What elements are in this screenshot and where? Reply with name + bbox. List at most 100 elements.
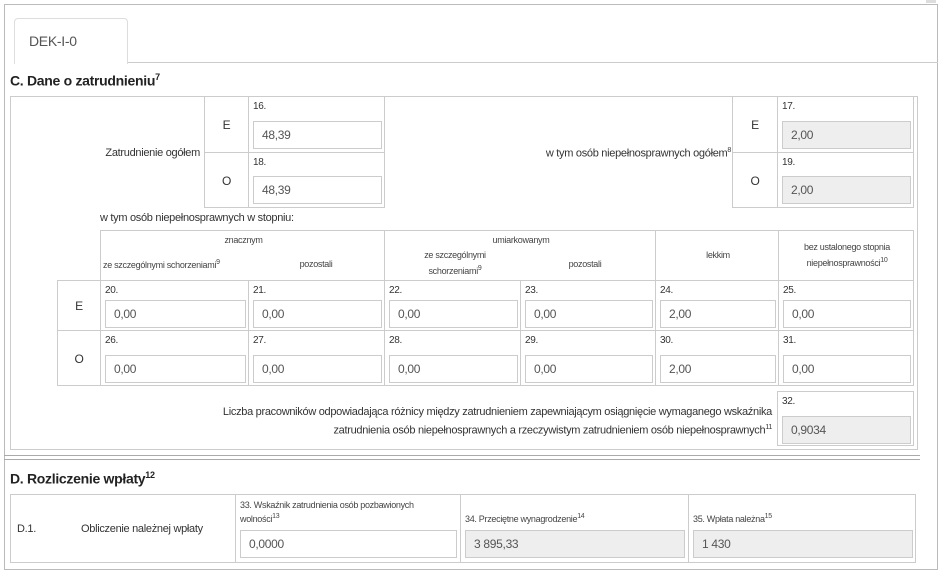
degree-field-input[interactable]: 2,00 bbox=[660, 355, 776, 383]
d1-label-cell: D.1. Obliczenie należnej wpłaty bbox=[10, 494, 236, 563]
degree-field-cell: 23. 0,00 bbox=[520, 280, 656, 331]
field-18-cell: 18. 48,39 bbox=[248, 152, 385, 208]
header-none: bez ustalonego stopnia niepełnosprawności… bbox=[778, 230, 914, 281]
row-label: Obliczenie należnej wpłaty bbox=[81, 523, 203, 535]
degree-field-input[interactable]: 0,00 bbox=[105, 300, 246, 328]
header-umiarkowanym: umiarkowanym ze szczególnymi schorzeniami… bbox=[384, 230, 656, 281]
disabled-total-text: w tym osób niepełnosprawnych ogółem bbox=[545, 147, 728, 160]
degree-field-cell: 31. 0,00 bbox=[778, 330, 914, 386]
field-34-input: 3 895,33 bbox=[465, 530, 685, 558]
field-number: 22. bbox=[389, 285, 403, 296]
degree-field-input[interactable]: 0,00 bbox=[389, 355, 518, 383]
label-line: Liczba pracowników odpowiadająca różnicy… bbox=[222, 406, 772, 418]
degree-field-cell: 29. 0,00 bbox=[520, 330, 656, 386]
footnote-ref: 7 bbox=[155, 72, 160, 82]
degree-field-cell: 28. 0,00 bbox=[384, 330, 521, 386]
section-c-box bbox=[10, 96, 918, 450]
header-text: umiarkowanym bbox=[492, 235, 550, 245]
field-32-input: 0,9034 bbox=[782, 416, 911, 444]
degree-field-input[interactable]: 0,00 bbox=[783, 300, 911, 328]
degree-field-input[interactable]: 0,00 bbox=[389, 300, 518, 328]
degree-field-cell: 26. 0,00 bbox=[100, 330, 249, 386]
field-35-cell: 35. Wpłata należna15 1 430 bbox=[688, 494, 916, 563]
disabled-total-label: w tym osób niepełnosprawnych ogółem8 bbox=[430, 147, 731, 160]
field-18-input[interactable]: 48,39 bbox=[253, 176, 382, 204]
field-number: 31. bbox=[783, 335, 797, 346]
degree-field-input[interactable]: 2,00 bbox=[660, 300, 776, 328]
field-number: 29. bbox=[525, 335, 539, 346]
degree-field-input[interactable]: 0,00 bbox=[525, 355, 653, 383]
field-number: 19. bbox=[782, 157, 796, 168]
field-label: 33. Wskaźnik zatrudnienia osób pozbawion… bbox=[240, 500, 414, 524]
section-d-title: D. Rozliczenie wpłaty12 bbox=[10, 470, 155, 487]
field-number: 32. bbox=[782, 396, 796, 407]
degree-label: w tym osób niepełnosprawnych w stopniu: bbox=[100, 212, 294, 224]
degree-field-input[interactable]: 0,00 bbox=[783, 355, 911, 383]
field-35-input: 1 430 bbox=[693, 530, 913, 558]
header-text: pozostali bbox=[299, 259, 333, 269]
field-number: 17. bbox=[782, 101, 796, 112]
degree-field-input[interactable]: 0,00 bbox=[253, 355, 382, 383]
header-text: lekkim bbox=[706, 250, 730, 260]
footnote-ref: 15 bbox=[764, 513, 772, 520]
total-employment-label: Zatrudnienie ogółem bbox=[105, 147, 200, 159]
field-number: 30. bbox=[660, 335, 674, 346]
degree-field-input[interactable]: 0,00 bbox=[253, 300, 382, 328]
field-number: 20. bbox=[105, 285, 119, 296]
header-lekkim: lekkim bbox=[655, 230, 779, 281]
footnote-ref: 9 bbox=[216, 259, 220, 266]
degree-field-cell: 22. 0,00 bbox=[384, 280, 521, 331]
row-e-label: E bbox=[204, 96, 249, 153]
degree-field-cell: 21. 0,00 bbox=[248, 280, 385, 331]
label-line: zatrudnienia osób niepełnosprawnych a rz… bbox=[333, 424, 766, 437]
field-17-input: 2,00 bbox=[782, 121, 911, 149]
degree-field-input[interactable]: 0,00 bbox=[105, 355, 246, 383]
section-separator bbox=[4, 455, 920, 460]
field-33-cell: 33. Wskaźnik zatrudnienia osób pozbawion… bbox=[235, 494, 461, 563]
footnote-ref: 8 bbox=[727, 147, 731, 154]
field-16-input[interactable]: 48,39 bbox=[253, 121, 382, 149]
row-code: D.1. bbox=[17, 523, 36, 535]
tab-dek-i-0[interactable]: DEK-I-0 bbox=[14, 18, 128, 64]
field-19-input: 2,00 bbox=[782, 176, 911, 204]
header-text: bez ustalonego stopnia bbox=[804, 242, 890, 252]
header-text: schorzeniami bbox=[428, 266, 478, 276]
section-c-title-text: C. Dane o zatrudnieniu bbox=[10, 72, 156, 89]
field-number: 25. bbox=[783, 285, 797, 296]
tab-bar-line bbox=[14, 62, 938, 63]
footnote-ref: 10 bbox=[880, 257, 888, 264]
degree-field-cell: 25. 0,00 bbox=[778, 280, 914, 331]
field-number: 26. bbox=[105, 335, 119, 346]
field-number: 23. bbox=[525, 285, 539, 296]
header-text: niepełnosprawności bbox=[806, 258, 881, 268]
field-number: 21. bbox=[253, 285, 267, 296]
header-text: ze szczególnymi schorzeniami bbox=[103, 260, 217, 270]
header-text: pozostali bbox=[568, 259, 602, 269]
section-d-title-text: D. Rozliczenie wpłaty bbox=[10, 470, 146, 487]
footnote-ref: 11 bbox=[765, 424, 772, 431]
degree-field-cell: 27. 0,00 bbox=[248, 330, 385, 386]
form-panel bbox=[4, 4, 938, 570]
header-znacznym: znacznym ze szczególnymi schorzeniami9 p… bbox=[100, 230, 385, 281]
footnote-ref: 12 bbox=[145, 470, 155, 480]
field-17-cell: 17. 2,00 bbox=[777, 96, 914, 153]
degree-field-cell: 30. 2,00 bbox=[655, 330, 779, 386]
header-text: znacznym bbox=[224, 235, 263, 245]
field-32-label: Liczba pracowników odpowiadająca różnicy… bbox=[60, 404, 772, 439]
field-label: 35. Wpłata należna bbox=[693, 514, 765, 524]
row-o-label: O bbox=[204, 152, 249, 208]
row-e-label: E bbox=[57, 280, 101, 331]
degree-field-cell: 20. 0,00 bbox=[100, 280, 249, 331]
field-19-cell: 19. 2,00 bbox=[777, 152, 914, 208]
row-o-label: O bbox=[732, 152, 778, 208]
footnote-ref: 9 bbox=[477, 265, 482, 272]
degree-field-cell: 24. 2,00 bbox=[655, 280, 779, 331]
footnote-ref: 13 bbox=[272, 513, 280, 520]
row-e-label: E bbox=[732, 96, 778, 153]
field-label: 34. Przeciętne wynagrodzenie bbox=[465, 514, 578, 524]
degree-field-input[interactable]: 0,00 bbox=[525, 300, 653, 328]
field-33-input[interactable]: 0,0000 bbox=[240, 530, 457, 558]
field-number: 24. bbox=[660, 285, 674, 296]
header-text: ze szczególnymi bbox=[424, 250, 486, 260]
section-c-title: C. Dane o zatrudnieniu7 bbox=[10, 72, 160, 89]
